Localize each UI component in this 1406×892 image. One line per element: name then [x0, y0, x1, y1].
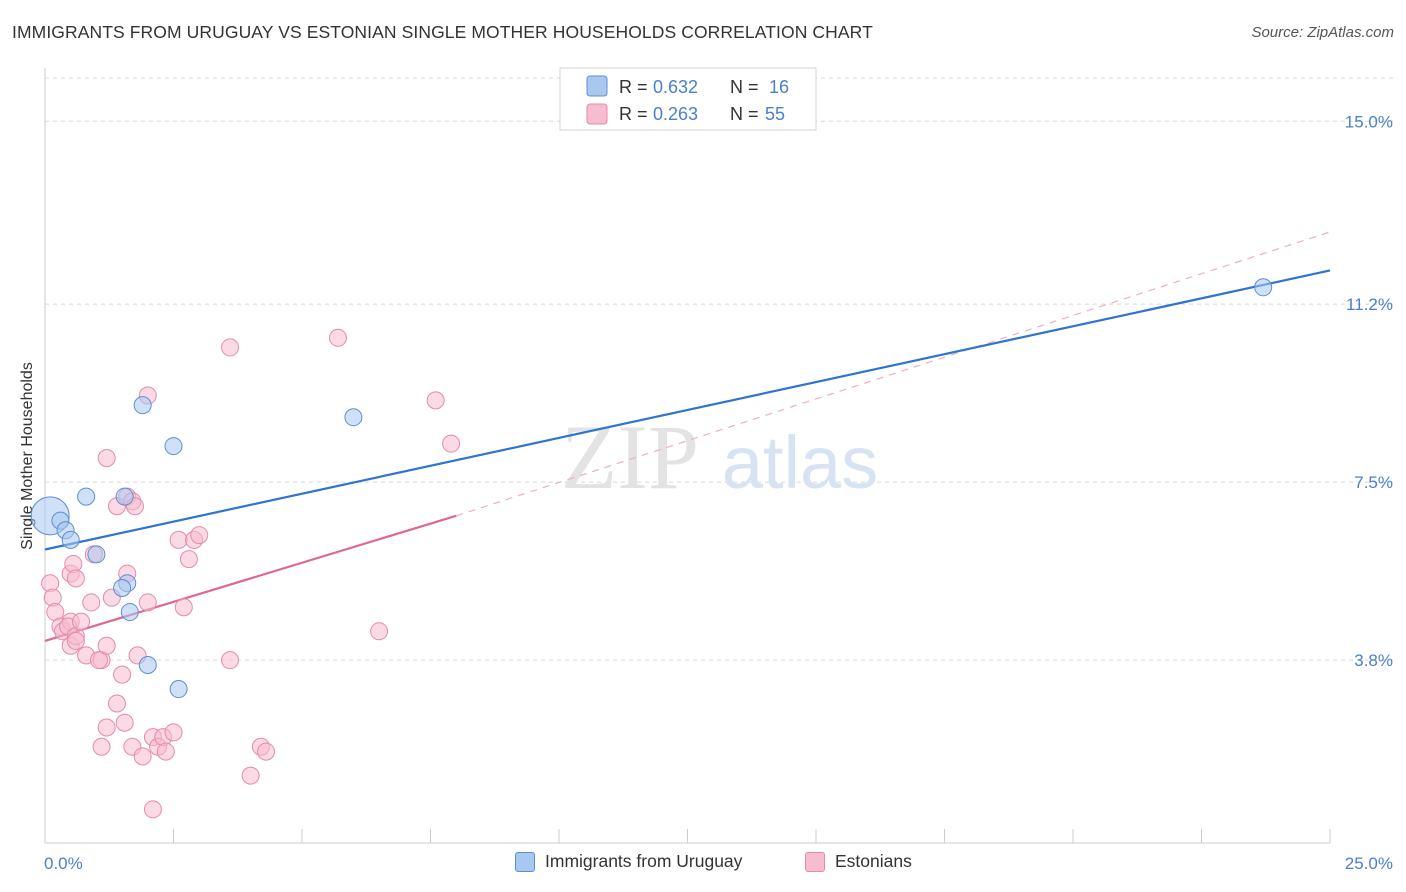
legend-label-estonians: Estonians: [835, 851, 912, 871]
x-tick-label-min: 0.0%: [44, 854, 83, 873]
trend-line-uruguay: [44, 269, 1331, 551]
point-estonians-41: [169, 530, 188, 549]
point-uruguay-9: [120, 603, 139, 622]
legend-item-uruguay: Immigrants from Uruguay: [515, 851, 742, 872]
point-estonians-42: [174, 598, 193, 617]
point-estonians-43: [179, 550, 198, 569]
point-estonians-54: [370, 622, 389, 641]
legend-bottom: Immigrants from Uruguay Estonians: [0, 851, 1406, 879]
watermark-atlas: atlas: [722, 421, 878, 504]
point-estonians-29: [133, 747, 152, 766]
point-uruguay-3: [61, 530, 80, 549]
point-estonians-15: [82, 593, 101, 612]
trend-line-estonians: [44, 514, 457, 642]
point-estonians-46: [143, 800, 162, 819]
point-estonians-55: [426, 391, 445, 410]
data-points: [30, 278, 1273, 819]
legend-r-value-uruguay: 0.632: [653, 77, 698, 97]
trend-line-estonians-extended: [456, 231, 1331, 517]
point-uruguay-13: [169, 680, 188, 699]
point-estonians-25: [115, 713, 134, 732]
point-uruguay-4: [77, 487, 96, 506]
point-estonians-19: [97, 636, 116, 655]
point-uruguay-12: [138, 655, 157, 674]
point-estonians-21: [92, 737, 111, 756]
legend-r-label-uruguay: R =: [619, 77, 648, 97]
point-uruguay-11: [164, 437, 183, 456]
point-estonians-49: [221, 338, 240, 357]
point-estonians-56: [442, 434, 461, 453]
point-uruguay-15: [1254, 278, 1273, 297]
watermark: ZIP atlas: [561, 406, 878, 508]
tick-labels: 3.8% 7.5% 11.2% 15.0% 0.0% 25.0%: [44, 112, 1393, 873]
watermark-zip: ZIP: [561, 406, 699, 508]
legend-swatch-estonians: [586, 103, 608, 125]
legend-label-uruguay: Immigrants from Uruguay: [545, 851, 743, 871]
point-estonians-12: [66, 631, 85, 650]
point-estonians-48: [221, 651, 240, 670]
y-tick-label-2: 11.2%: [1346, 295, 1393, 314]
legend-r-label-estonians: R =: [619, 104, 648, 124]
legend-swatch-uruguay-bottom: [515, 851, 535, 872]
legend-n-value-uruguay: 16: [769, 77, 789, 97]
point-estonians-7: [66, 569, 85, 588]
point-uruguay-10: [133, 396, 152, 415]
point-estonians-23: [107, 694, 126, 713]
point-estonians-18: [89, 651, 108, 670]
trend-lines: [44, 231, 1331, 642]
point-estonians-20: [97, 718, 116, 737]
legend-n-value-estonians: 55: [765, 104, 785, 124]
point-estonians-40: [164, 723, 183, 742]
legend-item-estonians: Estonians: [805, 851, 912, 872]
legend-n-label-estonians: N =: [730, 104, 759, 124]
point-estonians-53: [328, 328, 347, 347]
point-estonians-34: [97, 449, 116, 468]
y-tick-label-3: 15.0%: [1345, 112, 1393, 131]
point-estonians-13: [71, 612, 90, 631]
source-label: Source: ZipAtlas.com: [1251, 24, 1394, 41]
legend-stats: R = 0.632 N = 16 R = 0.263 N = 55: [559, 67, 817, 131]
grid-lines: [45, 77, 1395, 661]
point-estonians-35: [138, 593, 157, 612]
point-uruguay-14: [344, 408, 363, 427]
x-tick-label-max: 25.0%: [1345, 854, 1393, 873]
point-uruguay-6: [115, 487, 134, 506]
y-tick-label-0: 3.8%: [1354, 651, 1393, 670]
legend-n-label-uruguay: N =: [730, 77, 759, 97]
legend-swatch-uruguay: [586, 75, 608, 97]
point-estonians-45: [190, 526, 209, 545]
y-tick-label-1: 7.5%: [1354, 473, 1393, 492]
chart-title: IMMIGRANTS FROM URUGUAY VS ESTONIAN SING…: [12, 22, 873, 42]
point-estonians-24: [113, 665, 132, 684]
point-estonians-39: [156, 742, 175, 761]
point-uruguay-8: [113, 579, 132, 597]
point-estonians-50: [241, 766, 260, 785]
legend-r-value-estonians: 0.263: [653, 104, 698, 124]
point-uruguay-5: [87, 545, 106, 564]
axes: [44, 68, 1331, 844]
legend-swatch-estonians-bottom: [805, 851, 825, 872]
point-estonians-52: [257, 742, 276, 761]
